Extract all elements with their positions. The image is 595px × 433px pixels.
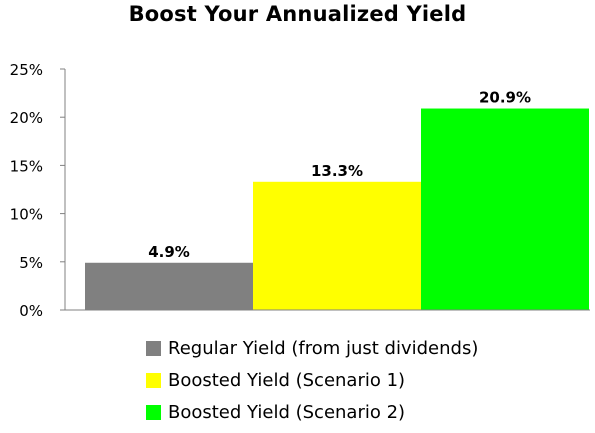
y-tick-label: 15% xyxy=(10,157,43,175)
legend-item-scenario-1: Boosted Yield (Scenario 1) xyxy=(146,368,478,392)
legend-swatch-scenario-2 xyxy=(146,404,161,420)
y-tick-label: 0% xyxy=(19,302,43,320)
bar xyxy=(421,108,589,310)
bar xyxy=(253,181,421,310)
data-label: 13.3% xyxy=(311,162,363,180)
chart-title: Boost Your Annualized Yield xyxy=(128,2,467,26)
legend-swatch-scenario-1 xyxy=(146,372,161,388)
chart-legend: Regular Yield (from just dividends) Boos… xyxy=(146,336,478,432)
y-tick-label: 25% xyxy=(10,61,43,79)
legend-item-scenario-2: Boosted Yield (Scenario 2) xyxy=(146,400,478,424)
legend-label-scenario-1: Boosted Yield (Scenario 1) xyxy=(168,369,406,391)
data-label: 4.9% xyxy=(148,243,190,261)
legend-item-regular-yield: Regular Yield (from just dividends) xyxy=(146,336,478,360)
legend-label-scenario-2: Boosted Yield (Scenario 2) xyxy=(168,401,406,423)
legend-swatch-regular-yield xyxy=(146,340,161,356)
data-label: 20.9% xyxy=(479,89,531,107)
y-tick-label: 20% xyxy=(10,109,43,127)
y-tick-label: 5% xyxy=(19,254,43,272)
y-tick-label: 10% xyxy=(10,206,43,224)
legend-label-regular-yield: Regular Yield (from just dividends) xyxy=(168,337,479,359)
bar xyxy=(85,262,253,310)
